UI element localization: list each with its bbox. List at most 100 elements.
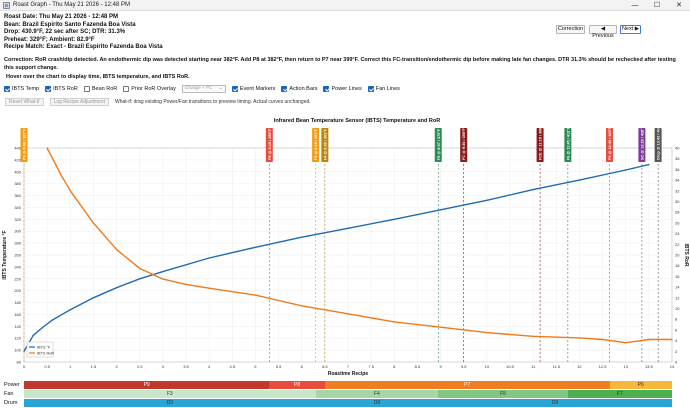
x-tick-label: 1.5: [91, 364, 97, 369]
correction-button[interactable]: Correction: [556, 25, 585, 34]
x-tick-label: 13: [623, 364, 628, 369]
roast-chart[interactable]: Infrared Bean Temperature Sensor (IBTS) …: [0, 112, 690, 380]
y-right-tick-label: 38: [675, 156, 680, 161]
correction-text: Correction: RoR crash/dip detected. An e…: [4, 57, 676, 71]
data-point: [162, 278, 164, 280]
fan-segment[interactable]: F3: [24, 390, 316, 398]
event-marker-tag: [460, 128, 468, 162]
x-tick-label: 8.5: [415, 364, 421, 369]
checkbox-icon[interactable]: [323, 86, 330, 92]
data-point: [648, 163, 650, 166]
power-segment[interactable]: P8: [269, 381, 325, 389]
x-tick-label: 1: [69, 364, 72, 369]
checkbox-icon[interactable]: [45, 86, 52, 92]
checkbox-icon[interactable]: [4, 86, 10, 92]
toggle-bean-ror[interactable]: Bean RoR: [83, 86, 117, 92]
next-button[interactable]: Next ▶: [620, 25, 641, 34]
y-tick-label: 120: [14, 336, 21, 341]
overlay-select[interactable]: Charge + FC: [181, 85, 226, 93]
y-tick-label: 400: [14, 169, 21, 174]
fan-segment[interactable]: F4: [315, 390, 439, 398]
drum-segment[interactable]: D9: [438, 399, 672, 407]
data-point: [439, 326, 442, 328]
drop-info: Drop: 430.9°F, 22 sec after SC; DTR: 31.…: [4, 29, 126, 36]
data-point: [32, 334, 34, 336]
previous-button[interactable]: ◀ Previous: [589, 25, 617, 39]
data-point: [51, 319, 53, 322]
data-point: [301, 236, 303, 238]
y-right-tick-label: 22: [675, 242, 680, 247]
data-point: [486, 199, 488, 202]
x-tick-label: 9: [439, 364, 442, 369]
power-segment[interactable]: P9: [24, 381, 270, 389]
y-right-tick-label: 2: [675, 349, 678, 354]
x-tick-label: 2: [115, 364, 118, 369]
fan-segment[interactable]: F5: [438, 390, 568, 398]
y-right-tick-label: 30: [675, 199, 680, 204]
y-tick-label: 140: [14, 324, 21, 329]
data-point: [671, 338, 673, 341]
data-point: [69, 190, 71, 192]
checkbox-icon[interactable]: [367, 86, 374, 92]
y-right-tick-label: 18: [675, 263, 680, 268]
x-tick-label: 11.5: [553, 364, 561, 369]
data-point: [115, 286, 118, 289]
drum-segment[interactable]: D8: [315, 399, 439, 407]
checkbox-icon[interactable]: [231, 86, 238, 92]
toggle-fan-lines[interactable]: Fan Lines: [367, 86, 400, 92]
power-segment[interactable]: P7: [324, 381, 610, 389]
checkbox-icon[interactable]: [123, 86, 130, 92]
fan-bar[interactable]: Fan F3 F4 F5 F7: [0, 390, 690, 398]
x-tick-label: 0: [23, 364, 26, 369]
toggle-action-bars[interactable]: Action Bars: [281, 86, 317, 92]
y-tick-label: 80: [17, 360, 22, 365]
maximize-icon[interactable]: ☐: [653, 2, 661, 9]
toggle-ibts-ror[interactable]: IBTS RoR: [45, 86, 78, 92]
drum-segment[interactable]: D9: [24, 399, 316, 407]
y-right-tick-label: 12: [675, 295, 680, 300]
checkbox-icon[interactable]: [281, 86, 288, 92]
x-tick-label: 6: [301, 364, 304, 369]
y-right-tick-label: 16: [675, 274, 680, 279]
preheat-info: Preheat: 329°F; Ambient: 82.9°F: [4, 36, 95, 43]
event-markers: P9 @ 0:00 / 327°F P8 @ 5:19 / 285°F F3 @ 6…: [20, 122, 662, 362]
bean-name: Bean: Brazil Espirito Santo Fazenda Boa …: [4, 21, 136, 28]
y-right-tick-label: 4: [675, 338, 678, 343]
x-tick-label: 12: [577, 364, 582, 369]
minimize-icon[interactable]: —: [631, 2, 639, 9]
toggle-event-markers[interactable]: Event Markers: [231, 86, 275, 92]
x-tick-label: 7: [347, 364, 350, 369]
power-segment[interactable]: P6: [609, 381, 672, 389]
data-point: [92, 222, 95, 224]
y-tick-label: 180: [14, 300, 21, 305]
event-marker-tag: [434, 128, 442, 162]
power-bar[interactable]: Power P9 P8 P7 P6: [0, 381, 690, 389]
data-point: [625, 342, 627, 344]
drum-bar[interactable]: Drum D9 D8 D9: [0, 399, 690, 407]
whatif-hint: What-if: drag existing Power/Fan transit…: [115, 98, 311, 105]
y-right-tick-label: 8: [675, 317, 678, 322]
data-point: [60, 174, 62, 176]
toggle-power-lines[interactable]: Power Lines: [323, 86, 362, 92]
data-point: [439, 209, 442, 211]
data-point: [578, 337, 581, 339]
event-marker-label: P8 @ 5:19 / 285°F: [268, 128, 272, 160]
reset-whatif-button[interactable]: Reset What-If: [5, 97, 44, 106]
toggle-prior-ror-overlay[interactable]: Prior RoR Overlay: [123, 86, 176, 92]
chart-title: Infrared Bean Temperature Sensor (IBTS) …: [274, 118, 440, 124]
y-right-tick-label: 26: [675, 220, 680, 225]
event-marker-tag: [606, 128, 614, 162]
toggle-ibts-temp[interactable]: IBTS Temp: [4, 86, 39, 92]
data-point: [41, 326, 44, 329]
roast-info: Roast Date: Thu May 21 2026 - 12:48 PM B…: [4, 14, 163, 52]
y-right-axis-label: IBTS RoR: [683, 243, 689, 266]
x-tick-label: 10.5: [506, 364, 515, 369]
chart-grid: [23, 147, 673, 363]
data-point: [625, 169, 627, 171]
close-icon[interactable]: ✕: [676, 2, 682, 9]
fan-segment[interactable]: F7: [567, 390, 672, 398]
event-marker-label: F6 @ 11:45 / 413°F: [566, 126, 570, 160]
checkbox-icon[interactable]: [83, 86, 90, 92]
y-tick-label: 260: [14, 253, 21, 258]
log-recipe-button[interactable]: Log Recipe Adjustment: [49, 97, 109, 106]
